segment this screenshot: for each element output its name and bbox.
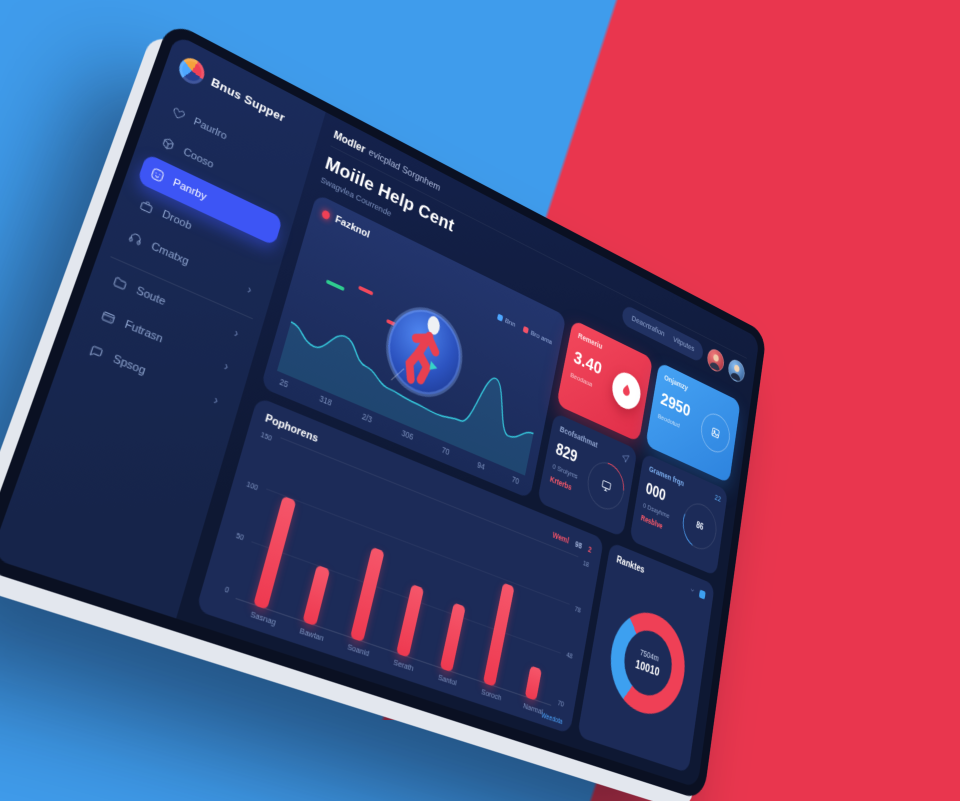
- x-tick-label: 25: [278, 377, 289, 390]
- y-tick-label: 78: [574, 604, 581, 615]
- y-tick-label: 70: [557, 698, 565, 709]
- chevron-right-icon: ›: [233, 328, 239, 339]
- chevron-right-icon: ›: [213, 395, 220, 406]
- bar-column: [525, 546, 564, 700]
- bar[interactable]: [302, 565, 330, 626]
- bar-column: [396, 498, 444, 658]
- chevron-right-icon: ›: [246, 284, 252, 295]
- bar-column: [302, 462, 356, 626]
- circle-count-label: 86: [696, 520, 704, 532]
- legend-part: Weml: [552, 530, 570, 546]
- x-tick-label: Serath: [393, 657, 408, 670]
- box-icon: [160, 135, 177, 153]
- x-tick-label: 2/3: [361, 411, 373, 424]
- topbar-title-bold: Modler: [332, 128, 366, 155]
- y-tick-label: 100: [245, 479, 259, 492]
- search-option-left[interactable]: Deacrtrafion: [631, 314, 665, 339]
- legend-part: 2: [587, 544, 592, 554]
- avatar[interactable]: [727, 357, 746, 385]
- chevron-right-icon: ›: [223, 361, 230, 372]
- legend-swatch: [497, 313, 503, 321]
- x-tick-label: Sasnag: [249, 609, 266, 623]
- x-tick-label: Bawtan: [299, 626, 315, 640]
- logo-icon: [176, 54, 208, 89]
- wallet-icon: [99, 308, 117, 327]
- bar[interactable]: [396, 584, 424, 657]
- legend-swatch: [523, 326, 529, 334]
- avatar[interactable]: [706, 346, 725, 375]
- bar-column: [440, 514, 485, 672]
- heart-icon: [170, 104, 187, 122]
- logo-text: Bnus Supper: [209, 75, 286, 125]
- donut-chart: 7504m 10010: [603, 600, 691, 724]
- bar[interactable]: [440, 603, 466, 672]
- x-tick-label: Soroch: [481, 687, 495, 700]
- x-tick-label: Santol: [437, 672, 451, 685]
- x-tick-label: 306: [401, 428, 415, 442]
- status-dot-icon: [321, 209, 331, 220]
- x-tick-label: 94: [476, 460, 485, 472]
- y-tick-label: 18: [582, 559, 589, 569]
- x-tick-label: Narmal: [522, 701, 535, 714]
- search-option-right[interactable]: Vitputes: [673, 335, 695, 354]
- x-tick-label: Soanid: [346, 642, 361, 656]
- bar-column: [483, 531, 525, 687]
- bar[interactable]: [525, 666, 542, 701]
- folder-icon: [111, 274, 129, 293]
- y-tick-label: 150: [260, 430, 274, 443]
- smile-icon: [149, 166, 166, 185]
- paper-plane-icon[interactable]: [621, 451, 631, 465]
- bar[interactable]: [483, 583, 515, 687]
- y-tick-label: 0: [216, 581, 231, 595]
- briefcase-icon: [138, 197, 155, 216]
- donut-chart-card: Ranktes 7504m 10010: [577, 542, 715, 773]
- x-tick-label: 70: [441, 445, 450, 457]
- x-tick-label: 70: [511, 474, 520, 486]
- legend-part: 98: [574, 539, 582, 551]
- headset-icon: [127, 229, 145, 248]
- x-tick-label: 318: [318, 393, 332, 407]
- bar-column: [350, 480, 401, 642]
- chat-icon: [87, 342, 106, 362]
- y-tick-label: 50: [231, 529, 245, 542]
- activity-card-title: Fazknol: [334, 214, 371, 241]
- y-tick-label: 48: [566, 650, 574, 661]
- bar[interactable]: [350, 547, 385, 642]
- bar[interactable]: [253, 496, 296, 610]
